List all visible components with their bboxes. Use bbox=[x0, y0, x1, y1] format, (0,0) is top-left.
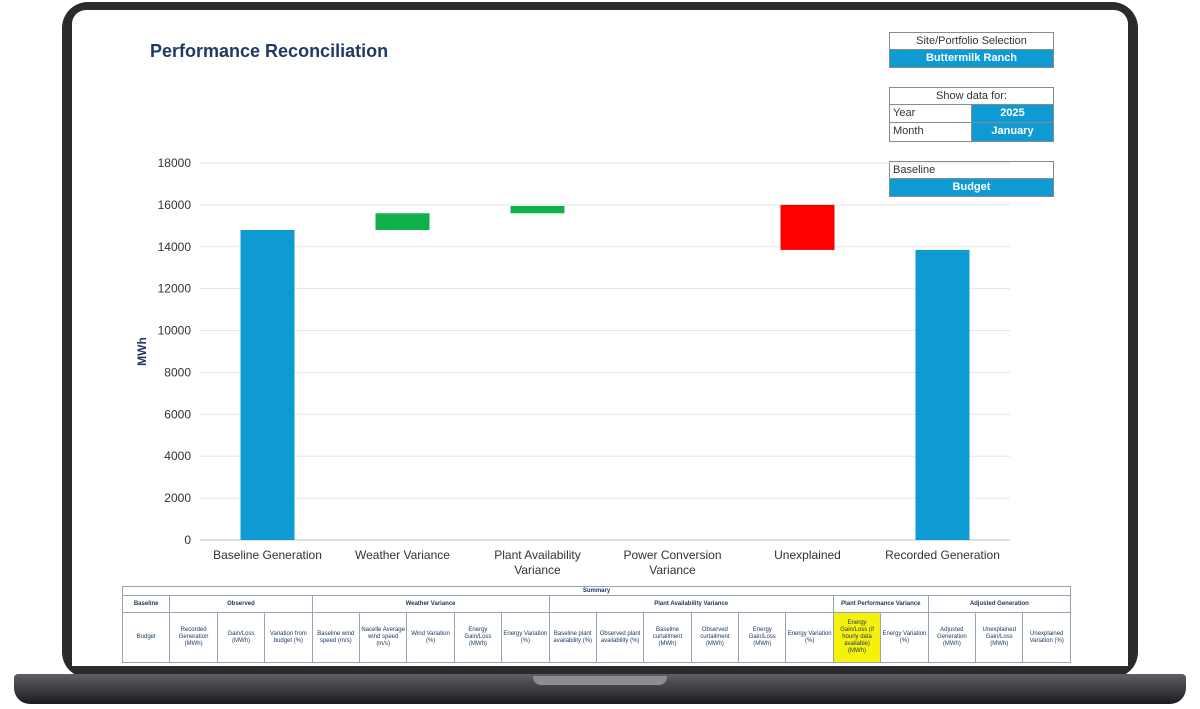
summary-column-header: Gain/Loss (MWh) bbox=[216, 612, 266, 663]
y-axis-label: MWh bbox=[135, 337, 149, 366]
summary-group-header: Baseline bbox=[121, 595, 171, 613]
summary-caption: Summary bbox=[122, 586, 1071, 596]
month-select[interactable]: January bbox=[972, 123, 1053, 141]
category-label: Variance bbox=[649, 563, 696, 577]
summary-column-header: Energy Variation (%) bbox=[880, 612, 929, 663]
report-screen: Performance Reconciliation Site/Portfoli… bbox=[72, 10, 1128, 666]
category-label: Plant Availability bbox=[494, 548, 581, 562]
category-label: Variance bbox=[514, 563, 561, 577]
summary-column-header: Baseline curtailment (MWh) bbox=[643, 612, 692, 663]
summary-table: Summary Baseline Observed Weather Variance… bbox=[121, 586, 1072, 663]
summary-column-header: Energy Variation (%) bbox=[501, 612, 550, 663]
summary-column-header: Unexplained Variation (%) bbox=[1022, 612, 1071, 663]
summary-column-header: Variation from budget (%) bbox=[264, 612, 313, 663]
bar-2 bbox=[510, 205, 565, 214]
summary-column-header: Energy Gain/Loss (MWh) bbox=[453, 612, 503, 663]
summary-group-header: Adjusted Generation bbox=[927, 595, 1072, 613]
summary-group-header: Plant Performance Variance bbox=[832, 595, 929, 613]
summary-column-header: Observed curtailment (MWh) bbox=[690, 612, 740, 663]
summary-group-header: Plant Availability Variance bbox=[548, 595, 834, 613]
baseline-selector-label: Baseline bbox=[890, 162, 1053, 179]
y-tick-label: 6000 bbox=[164, 407, 191, 421]
bar-1 bbox=[375, 213, 430, 231]
summary-group-header: Weather Variance bbox=[311, 595, 550, 613]
baseline-selector[interactable]: Baseline Budget bbox=[889, 161, 1054, 197]
summary-column-header: Budget bbox=[121, 612, 171, 663]
year-label: Year bbox=[890, 105, 972, 122]
summary-column-header: Baseline wind speed (m/s) bbox=[311, 612, 360, 663]
year-row: Year 2025 bbox=[890, 105, 1053, 123]
category-label: Recorded Generation bbox=[885, 548, 1000, 562]
summary-column-header: Unexplained Gain/Loss (MWh) bbox=[975, 612, 1024, 663]
y-tick-label: 18000 bbox=[158, 156, 192, 170]
month-label: Month bbox=[890, 123, 972, 141]
waterfall-chart: 0 2000 4000 6000 8000 10000 12000 14000 16000 180… bbox=[135, 156, 1010, 577]
baseline-selector-value[interactable]: Budget bbox=[890, 179, 1053, 196]
y-tick-label: 4000 bbox=[164, 449, 191, 463]
y-tick-label: 16000 bbox=[158, 198, 192, 212]
category-label: Baseline Generation bbox=[213, 548, 322, 562]
date-selector: Show data for: Year 2025 Month January bbox=[889, 87, 1054, 142]
summary-column-header: Nacelle Average wind speed (m/s) bbox=[358, 612, 408, 663]
month-row: Month January bbox=[890, 123, 1053, 141]
bar-5 bbox=[915, 249, 970, 540]
bar-4 bbox=[780, 204, 835, 250]
summary-column-header: Energy Gain/Loss (if hourly data availab… bbox=[832, 612, 882, 663]
summary-column-header: Energy Variation (%) bbox=[785, 612, 834, 663]
site-selector-label: Site/Portfolio Selection bbox=[890, 33, 1053, 50]
summary-column-header: Baseline plant availability (%) bbox=[548, 612, 597, 663]
laptop-notch bbox=[533, 676, 667, 685]
category-label: Weather Variance bbox=[355, 548, 450, 562]
y-tick-label: 8000 bbox=[164, 365, 191, 379]
site-selector-value[interactable]: Buttermilk Ranch bbox=[890, 50, 1053, 67]
y-tick-label: 10000 bbox=[158, 324, 192, 338]
summary-column-header: Observed plant availability (%) bbox=[595, 612, 645, 663]
y-tick-label: 2000 bbox=[164, 491, 191, 505]
summary-column-header: Recorded Generation (MWh) bbox=[169, 612, 218, 663]
y-tick-label: 0 bbox=[184, 533, 191, 547]
y-tick-label: 14000 bbox=[158, 240, 192, 254]
year-select[interactable]: 2025 bbox=[972, 105, 1053, 122]
category-label: Power Conversion bbox=[623, 548, 721, 562]
y-tick-label: 12000 bbox=[158, 282, 192, 296]
summary-column-header: Adjusted Generation (MWh) bbox=[927, 612, 977, 663]
site-selector[interactable]: Site/Portfolio Selection Buttermilk Ranc… bbox=[889, 32, 1054, 68]
page-title: Performance Reconciliation bbox=[150, 41, 389, 61]
date-selector-label: Show data for: bbox=[890, 88, 1053, 105]
summary-column-header: Energy Gain/Loss (MWh) bbox=[738, 612, 787, 663]
bar-0 bbox=[240, 230, 295, 540]
summary-group-header: Observed bbox=[169, 595, 313, 613]
summary-column-header: Wind Variation (%) bbox=[406, 612, 455, 663]
category-label: Unexplained bbox=[774, 548, 841, 562]
